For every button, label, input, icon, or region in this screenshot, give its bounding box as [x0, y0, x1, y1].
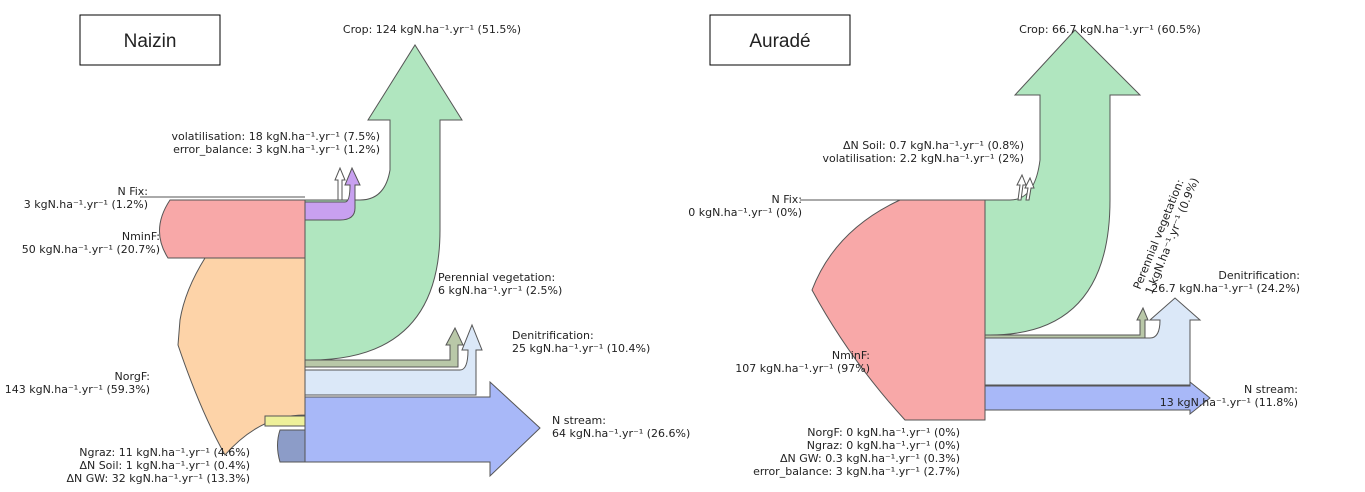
- label-line: Ngraz: 0 kgN.ha⁻¹.yr⁻¹ (0%): [807, 439, 960, 452]
- label-line: Ngraz: 11 kgN.ha⁻¹.yr⁻¹ (4.6%): [79, 446, 250, 459]
- label-line: volatilisation: 2.2 kgN.ha⁻¹.yr⁻¹ (2%): [822, 152, 1024, 165]
- flow-label: Ngraz: 11 kgN.ha⁻¹.yr⁻¹ (4.6%) ΔN Soil: 1…: [67, 446, 250, 485]
- title-box: [79, 14, 221, 66]
- label-line: N Fix:: [117, 185, 148, 198]
- panel-title: Auradé: [749, 31, 810, 52]
- ngraz-flow: [264, 415, 306, 427]
- label-line: 0 kgN.ha⁻¹.yr⁻¹ (0%): [688, 206, 802, 219]
- gw-flow: [277, 429, 306, 463]
- label-line: NminF:: [122, 230, 160, 243]
- nstream-flow: [984, 380, 1211, 416]
- flow-label: NorgF: 0 kgN.ha⁻¹.yr⁻¹ (0%) Ngraz: 0 kgN.…: [753, 426, 960, 478]
- nminf-flow: [811, 199, 986, 421]
- label-line: 107 kgN.ha⁻¹.yr⁻¹ (97%): [735, 362, 870, 375]
- title-box: [709, 14, 851, 66]
- label-line: 50 kgN.ha⁻¹.yr⁻¹ (20.7%): [22, 243, 160, 256]
- flow-label: N stream: 64 kgN.ha⁻¹.yr⁻¹ (26.6%): [552, 414, 690, 440]
- flow-label: Perennial vegetation:1 kgN.ha⁻¹.yr⁻¹ (0.…: [1131, 171, 1202, 296]
- crop-flow: [984, 29, 1142, 336]
- label-line: Perennial vegetation:: [438, 271, 555, 284]
- label-line: ΔN GW: 32 kgN.ha⁻¹.yr⁻¹ (13.3%): [67, 472, 250, 485]
- flow-label: NorgF: 143 kgN.ha⁻¹.yr⁻¹ (59.3%): [5, 370, 150, 396]
- flow-label: Crop: 66.7 kgN.ha⁻¹.yr⁻¹ (60.5%): [1019, 23, 1201, 36]
- flow-label: NminF: 107 kgN.ha⁻¹.yr⁻¹ (97%): [735, 349, 870, 375]
- label-line: error_balance: 3 kgN.ha⁻¹.yr⁻¹ (1.2%): [173, 143, 380, 156]
- label-line: 26.7 kgN.ha⁻¹.yr⁻¹ (24.2%): [1151, 282, 1300, 295]
- label-line: ΔN Soil: 1 kgN.ha⁻¹.yr⁻¹ (0.4%): [79, 459, 250, 472]
- volatilisation-flow: [1024, 176, 1035, 201]
- denitrification-flow: [304, 323, 483, 396]
- label-line: Crop: 124 kgN.ha⁻¹.yr⁻¹ (51.5%): [343, 23, 521, 36]
- nminf-flow: [159, 199, 306, 259]
- label-line: NorgF:: [115, 370, 150, 383]
- label-line: 3 kgN.ha⁻¹.yr⁻¹ (1.2%): [24, 198, 148, 211]
- label-line: error_balance: 3 kgN.ha⁻¹.yr⁻¹ (2.7%): [753, 465, 960, 478]
- label-line: 143 kgN.ha⁻¹.yr⁻¹ (59.3%): [5, 383, 150, 396]
- flow-label: NminF: 50 kgN.ha⁻¹.yr⁻¹ (20.7%): [22, 230, 160, 256]
- label-line: Crop: 66.7 kgN.ha⁻¹.yr⁻¹ (60.5%): [1019, 23, 1201, 36]
- flow-label: volatilisation: 18 kgN.ha⁻¹.yr⁻¹ (7.5%) e…: [171, 130, 380, 156]
- crop-flow: [304, 44, 463, 361]
- label-line: N stream:: [552, 414, 606, 427]
- flow-label: Perennial vegetation: 6 kgN.ha⁻¹.yr⁻¹ (2.…: [438, 271, 562, 297]
- label-line: volatilisation: 18 kgN.ha⁻¹.yr⁻¹ (7.5%): [171, 130, 380, 143]
- flow-label: Denitrification: 25 kgN.ha⁻¹.yr⁻¹ (10.4%): [512, 329, 650, 355]
- label-line: N stream:: [1244, 383, 1298, 396]
- panel-title: Naizin: [124, 31, 177, 52]
- error-flow: [334, 166, 346, 201]
- label-line: Denitrification:: [1218, 269, 1300, 282]
- label-line: ΔN GW: 0.3 kgN.ha⁻¹.yr⁻¹ (0.3%): [780, 452, 960, 465]
- flow-label: N Fix: 0 kgN.ha⁻¹.yr⁻¹ (0%): [688, 193, 802, 219]
- label-line: N Fix:: [771, 193, 802, 206]
- label-line: NorgF: 0 kgN.ha⁻¹.yr⁻¹ (0%): [807, 426, 960, 439]
- volatilisation-flow: [304, 166, 361, 221]
- flow-label: ΔN Soil: 0.7 kgN.ha⁻¹.yr⁻¹ (0.8%) volatil…: [822, 139, 1024, 165]
- label-line: 6 kgN.ha⁻¹.yr⁻¹ (2.5%): [438, 284, 562, 297]
- label-line: NminF:: [832, 349, 870, 362]
- label-line: 64 kgN.ha⁻¹.yr⁻¹ (26.6%): [552, 427, 690, 440]
- denitrification-flow: [984, 297, 1202, 386]
- flow-label: Crop: 124 kgN.ha⁻¹.yr⁻¹ (51.5%): [343, 23, 521, 36]
- soil-flow: [1016, 173, 1027, 201]
- flow-label: N stream: 13 kgN.ha⁻¹.yr⁻¹ (11.8%): [1160, 383, 1298, 409]
- label-line: ΔN Soil: 0.7 kgN.ha⁻¹.yr⁻¹ (0.8%): [843, 139, 1024, 152]
- label-line: Denitrification:: [512, 329, 594, 342]
- label-line: 25 kgN.ha⁻¹.yr⁻¹ (10.4%): [512, 342, 650, 355]
- flow-label: Denitrification: 26.7 kgN.ha⁻¹.yr⁻¹ (24.2…: [1151, 269, 1300, 295]
- label-line: 13 kgN.ha⁻¹.yr⁻¹ (11.8%): [1160, 396, 1298, 409]
- perennial-flow: [304, 326, 464, 368]
- nstream-flow: [304, 380, 541, 478]
- flow-label: N Fix: 3 kgN.ha⁻¹.yr⁻¹ (1.2%): [24, 185, 148, 211]
